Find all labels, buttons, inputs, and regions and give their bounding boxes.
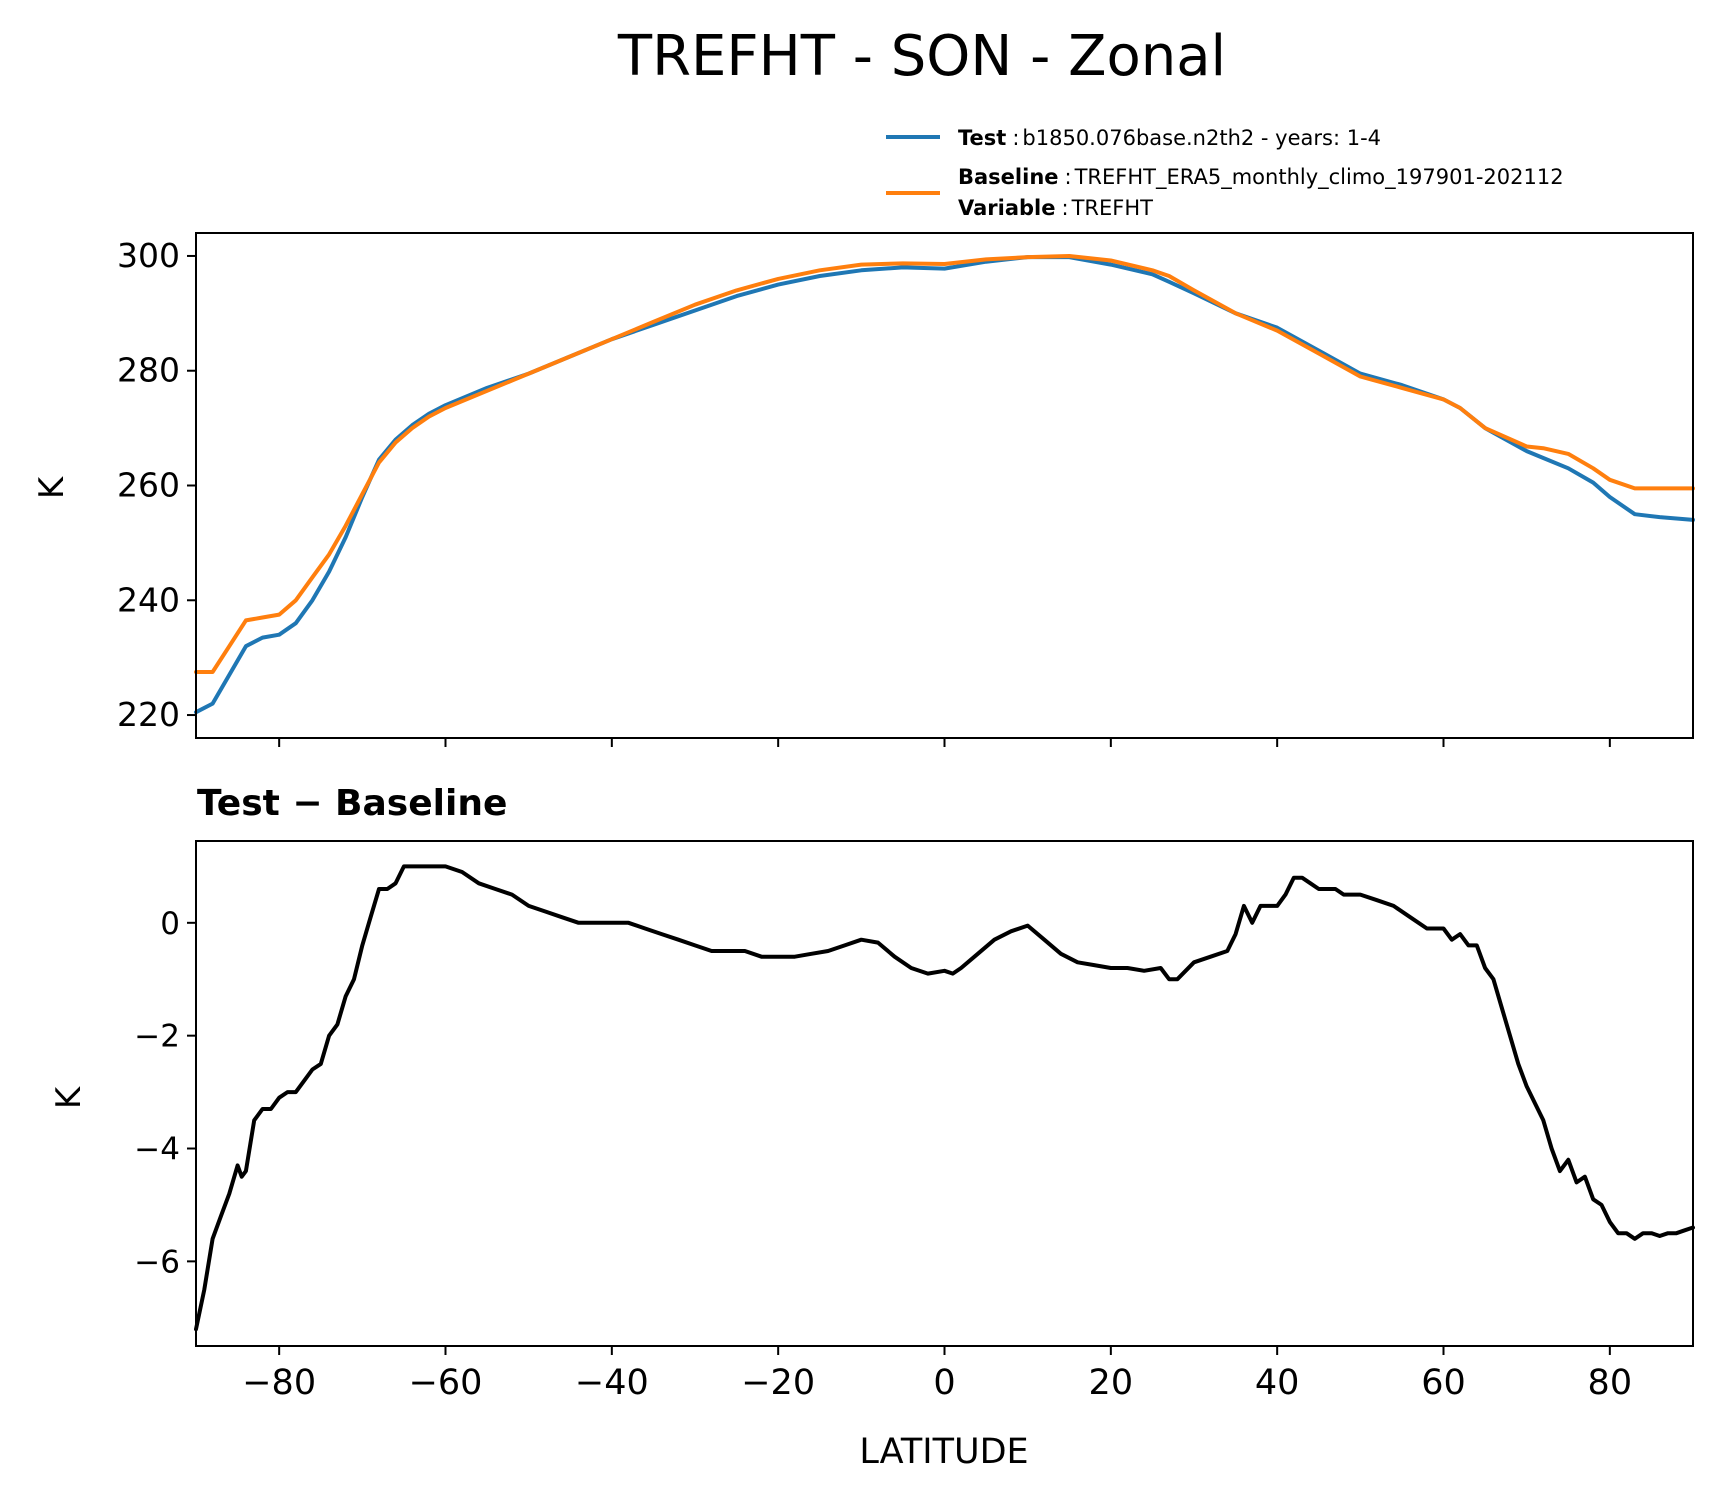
svg-text:Variable:TREFHT: Variable: TREFHT — [958, 196, 1153, 220]
top-y-ticks: 220 240 260 280 300 — [117, 236, 196, 734]
bottom-panel: Test − Baseline −6−4−20 −80 −60 −40 −20 0 20 4… — [49, 783, 1695, 1472]
bottom-x-ticks: −80 −60 −40 −20 0 20 40 60 80 — [242, 1346, 1632, 1403]
x-axis-label: LATITUDE — [859, 1432, 1028, 1472]
top-panel: 220 240 260 280 300 K — [32, 232, 1695, 747]
y-tick-label: 260 — [117, 466, 180, 505]
x-tick-label: 0 — [933, 1363, 955, 1403]
top-y-axis-label: K — [32, 475, 72, 499]
svg-text:Test:b1850.076base.n2th2 - yea: Test: b1850.076base.n2th2 - years: 1-4 — [958, 126, 1381, 150]
top-x-ticks — [278, 738, 1611, 747]
x-tick-label: 60 — [1421, 1363, 1466, 1403]
y-tick-label: −2 — [134, 1019, 180, 1055]
y-tick-label: 300 — [117, 236, 180, 275]
legend-variable-key: Variable — [958, 196, 1055, 220]
legend-baseline-text: TREFHT_ERA5_monthly_climo_197901-202112 — [1074, 165, 1564, 190]
y-tick-label: −6 — [134, 1244, 180, 1280]
x-tick-label: −60 — [409, 1363, 483, 1403]
bottom-series-group — [194, 864, 1695, 1332]
legend-test-key: Test — [958, 126, 1006, 150]
bottom-plot-frame — [195, 840, 1694, 1347]
bottom-panel-title: Test − Baseline — [197, 783, 507, 824]
y-tick-label: 280 — [117, 351, 180, 390]
y-tick-label: 220 — [117, 695, 180, 734]
series-line-test-baseline — [194, 864, 1695, 1332]
y-tick-label: 240 — [117, 580, 180, 619]
bottom-y-ticks: −6 −4 −2 0 — [134, 906, 196, 1280]
legend-variable-text: TREFHT — [1071, 196, 1154, 220]
legend-baseline-key: Baseline — [958, 165, 1059, 189]
y-tick-label: −4 — [134, 1132, 180, 1168]
x-tick-label: 80 — [1588, 1363, 1633, 1403]
x-tick-label: −80 — [242, 1363, 316, 1403]
x-tick-label: 20 — [1089, 1363, 1134, 1403]
bottom-y-axis-label: K — [49, 1085, 89, 1109]
x-tick-label: −40 — [575, 1363, 649, 1403]
legend-test-text: b1850.076base.n2th2 - years: 1-4 — [1022, 126, 1381, 150]
x-tick-label: 40 — [1255, 1363, 1300, 1403]
top-plot-frame — [195, 232, 1694, 739]
top-series-group — [194, 254, 1695, 715]
series-line-baseline — [194, 254, 1695, 674]
svg-text:Baseline:TREFHT_ERA5_monthly_c: Baseline: TREFHT_ERA5_monthly_climo_19790… — [958, 165, 1564, 190]
y-tick-label: 0 — [160, 906, 180, 942]
legend: Test: b1850.076base.n2th2 - years: 1-4 Ba… — [886, 126, 1564, 220]
x-tick-label: −20 — [741, 1363, 815, 1403]
figure-title: TREFHT - SON - Zonal — [617, 24, 1226, 89]
